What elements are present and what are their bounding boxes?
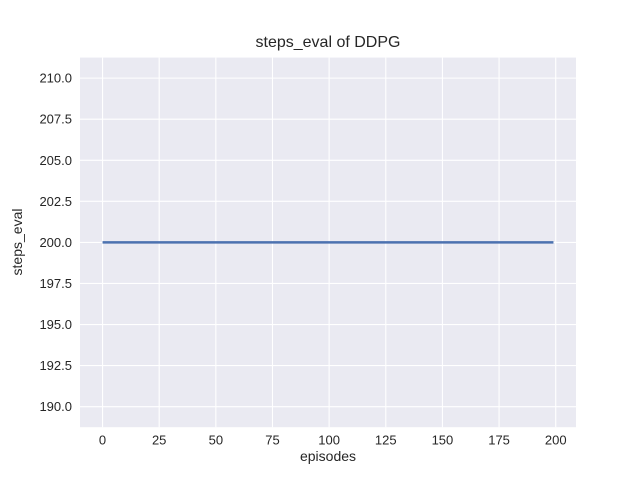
x-tick-label: 25 xyxy=(152,433,166,448)
y-axis-label: steps_eval xyxy=(9,209,25,276)
x-tick-label: 200 xyxy=(545,433,567,448)
y-tick-label: 210.0 xyxy=(39,71,72,86)
x-tick-label: 100 xyxy=(318,433,340,448)
x-tick-label: 175 xyxy=(488,433,510,448)
y-tick-label: 200.0 xyxy=(39,235,72,250)
y-tick-label: 190.0 xyxy=(39,399,72,414)
y-tick-label: 205.0 xyxy=(39,153,72,168)
plot-area xyxy=(80,57,576,428)
x-tick-label: 50 xyxy=(209,433,223,448)
y-tick-label: 192.5 xyxy=(39,358,72,373)
x-tick-label: 0 xyxy=(99,433,106,448)
x-axis-label: episodes xyxy=(300,448,356,464)
tick-labels: 0 25 50 75 100 125 150 175 200 190.0 192.5 195.0 197… xyxy=(39,71,566,448)
x-tick-label: 150 xyxy=(432,433,454,448)
y-tick-label: 195.0 xyxy=(39,317,72,332)
x-tick-label: 125 xyxy=(375,433,397,448)
x-tick-label: 75 xyxy=(265,433,279,448)
y-tick-label: 197.5 xyxy=(39,276,72,291)
chart-title: steps_eval of DDPG xyxy=(256,34,401,51)
y-tick-label: 202.5 xyxy=(39,194,72,209)
y-tick-label: 207.5 xyxy=(39,112,72,127)
